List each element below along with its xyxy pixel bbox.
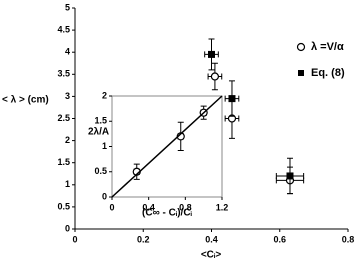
x-tick-label: 0.8 bbox=[179, 202, 192, 212]
y-tick-label: 4 bbox=[65, 47, 70, 57]
x-tick-label: 0.6 bbox=[273, 234, 286, 244]
legend-label: λ =V/α bbox=[311, 41, 344, 53]
x-tick-label: 0 bbox=[109, 202, 114, 212]
y-axis-label: 2λ/A bbox=[88, 127, 109, 138]
y-tick-label: 0.5 bbox=[57, 201, 70, 211]
y-tick-label: 0 bbox=[102, 191, 107, 201]
y-tick-label: 1 bbox=[65, 179, 70, 189]
y-tick-label: 2 bbox=[102, 90, 107, 100]
y-tick-label: 1.5 bbox=[94, 116, 107, 126]
legend-marker bbox=[298, 70, 304, 76]
y-tick-label: 4.5 bbox=[57, 24, 70, 34]
y-tick-label: 2 bbox=[65, 135, 70, 145]
x-tick-label: 1.2 bbox=[216, 202, 229, 212]
x-tick-label: 0.8 bbox=[342, 234, 355, 244]
y-tick-label: 2.5 bbox=[57, 113, 70, 123]
x-axis-label: <Cᵢ> bbox=[201, 250, 221, 261]
y-tick-label: 3.5 bbox=[57, 69, 70, 79]
point bbox=[286, 172, 294, 180]
y-tick-label: 3 bbox=[65, 91, 70, 101]
point bbox=[208, 50, 215, 58]
y-tick-label: 0.5 bbox=[94, 166, 107, 176]
y-axis-label: < λ > (cm) bbox=[2, 95, 49, 106]
point bbox=[210, 72, 220, 81]
legend-marker bbox=[296, 42, 306, 52]
x-tick-label: 0 bbox=[72, 234, 77, 244]
x-tick-label: 0.4 bbox=[142, 202, 155, 212]
x-axis-label: (C∞ - Cᵢ)/Cᵢ bbox=[142, 208, 193, 219]
point bbox=[228, 95, 236, 103]
y-tick-label: 1 bbox=[102, 141, 107, 151]
x-tick-label: 0.4 bbox=[205, 234, 218, 244]
legend-label: Eq. (8) bbox=[311, 67, 345, 79]
x-tick-label: 0.2 bbox=[137, 234, 150, 244]
fit-line bbox=[111, 95, 223, 198]
y-tick-label: 0 bbox=[65, 223, 70, 233]
y-tick-label: 5 bbox=[65, 2, 70, 12]
y-tick-label: 1.5 bbox=[57, 157, 70, 167]
